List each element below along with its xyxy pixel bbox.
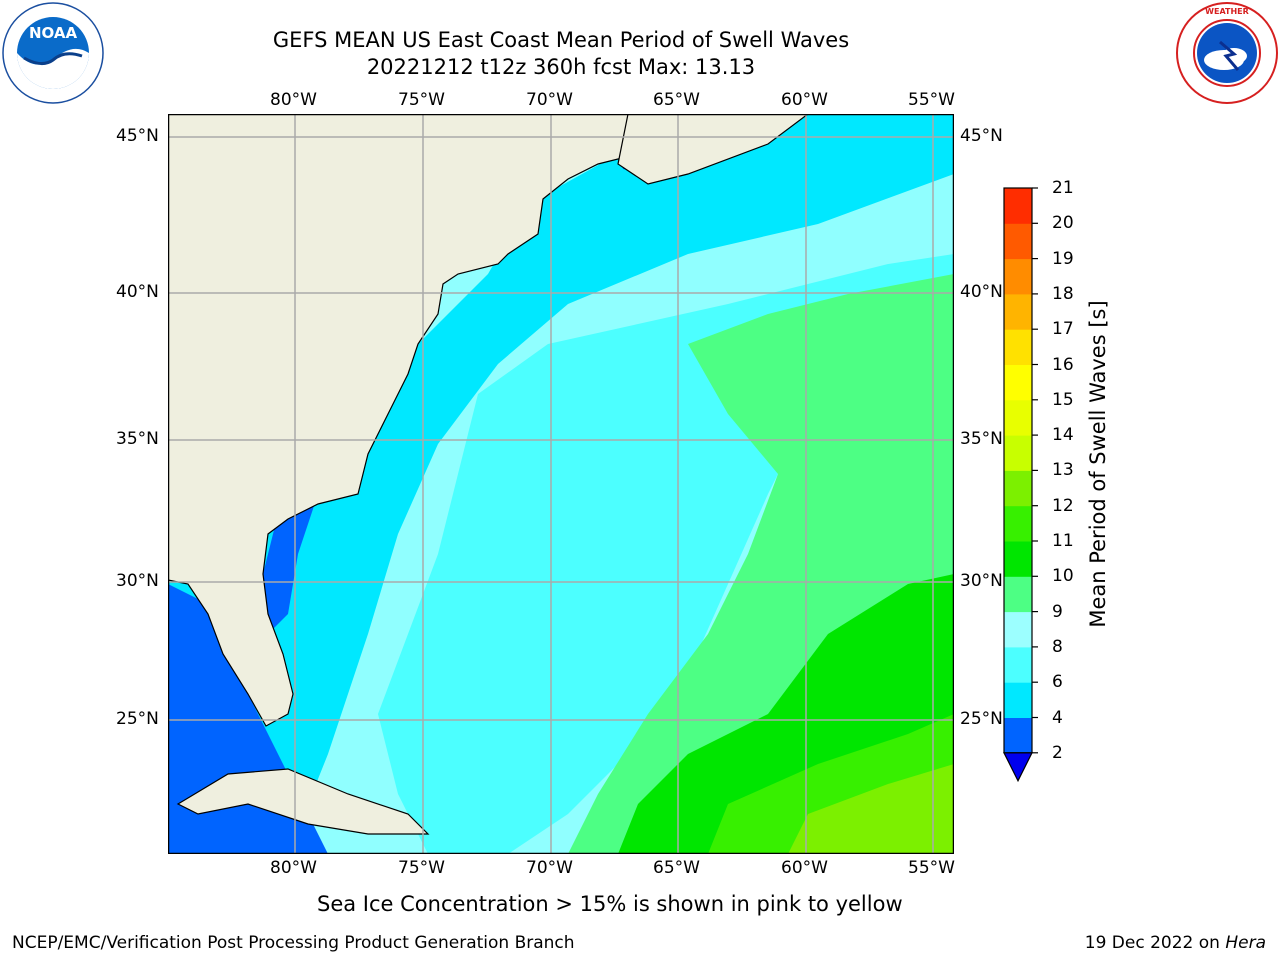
colorbar-tick-label: 14 — [1052, 425, 1074, 446]
lon-label-top-80w: 80°W — [270, 90, 317, 110]
colorbar-label: Mean Period of Swell Waves [s] — [1086, 300, 1110, 628]
land-layer — [168, 114, 809, 835]
lon-label-bottom-75w: 75°W — [398, 858, 445, 878]
colorbar-segment — [1004, 364, 1032, 401]
colorbar-segment — [1004, 646, 1032, 683]
colorbar-segment — [1004, 541, 1032, 577]
colorbar-tick-label: 19 — [1052, 248, 1074, 269]
colorbar-segment — [1004, 470, 1032, 507]
colorbar-tick-label: 21 — [1052, 178, 1074, 198]
sea-ice-caption: Sea Ice Concentration > 15% is shown in … — [317, 892, 903, 916]
colorbar-segment — [1004, 717, 1032, 754]
colorbar-tick-label: 13 — [1052, 460, 1074, 481]
colorbar-tick-label: 18 — [1052, 283, 1074, 304]
map-panel — [168, 114, 954, 854]
colorbar — [1003, 187, 1038, 783]
colorbar-tick-label: 11 — [1052, 531, 1074, 551]
colorbar-tick-label: 6 — [1052, 672, 1063, 693]
colorbar-segment — [1004, 576, 1032, 613]
lon-label-bottom-70w: 70°W — [526, 858, 573, 878]
colorbar-segment — [1004, 682, 1032, 718]
lat-label-left-30n: 30°N — [116, 571, 159, 591]
colorbar-segment — [1004, 399, 1032, 436]
colorbar-segment — [1004, 258, 1032, 295]
page-subtitle: 20221212 t12z 360h fcst Max: 13.13 — [366, 55, 756, 79]
lat-label-right-40n: 40°N — [960, 282, 1003, 302]
graticule — [168, 114, 954, 854]
colorbar-extend-arrow — [1003, 752, 1033, 783]
swell-period-field — [168, 114, 954, 854]
lat-label-left-40n: 40°N — [116, 282, 159, 302]
lat-label-right-45n: 45°N — [960, 126, 1003, 146]
lon-label-bottom-65w: 65°W — [653, 858, 700, 878]
colorbar-tick-label: 2 — [1052, 742, 1063, 763]
nws-logo-icon: WEATHER — [1176, 2, 1278, 104]
colorbar-segment — [1004, 329, 1032, 365]
lat-label-left-45n: 45°N — [116, 126, 159, 146]
footer-credit: NCEP/EMC/Verification Post Processing Pr… — [12, 933, 575, 953]
land-cuba — [176, 768, 430, 835]
lon-label-bottom-60w: 60°W — [781, 858, 828, 878]
lon-label-top-70w: 70°W — [526, 90, 573, 110]
land-us-east-coast — [168, 114, 809, 727]
colorbar-tick-label: 9 — [1052, 601, 1063, 622]
lat-label-left-35n: 35°N — [116, 429, 159, 449]
land-nova-scotia — [617, 114, 809, 185]
svg-text:WEATHER: WEATHER — [1205, 7, 1249, 16]
lat-label-right-30n: 30°N — [960, 571, 1003, 591]
colorbar-tick-label: 4 — [1052, 707, 1063, 728]
lat-label-right-35n: 35°N — [960, 429, 1003, 449]
colorbar-label-wrap: Mean Period of Swell Waves [s] — [1058, 300, 1138, 627]
colorbar-segment — [1004, 505, 1032, 542]
colorbar-tick-label: 17 — [1052, 319, 1074, 340]
colorbar-segment — [1004, 293, 1032, 330]
footer-host: Hera — [1225, 933, 1266, 953]
lat-label-right-25n: 25°N — [960, 709, 1003, 729]
footer-date: 19 Dec 2022 on Hera — [1085, 933, 1266, 953]
colorbar-tick-label: 20 — [1052, 213, 1074, 234]
lon-label-top-75w: 75°W — [398, 90, 445, 110]
swell-band-2s-coast — [263, 494, 318, 634]
colorbar-segment — [1004, 611, 1032, 648]
lon-label-bottom-55w: 55°W — [908, 858, 955, 878]
colorbar-segment — [1004, 435, 1032, 471]
colorbar-segment — [1004, 188, 1032, 224]
swell-band-12s — [788, 764, 954, 854]
lon-label-bottom-80w: 80°W — [270, 858, 317, 878]
lon-label-top-55w: 55°W — [908, 90, 955, 110]
lon-label-top-60w: 60°W — [781, 90, 828, 110]
lon-label-top-65w: 65°W — [653, 90, 700, 110]
footer-date-text: 19 Dec 2022 on — [1084, 933, 1226, 953]
map-frame — [168, 114, 954, 854]
colorbar-tick-label: 10 — [1052, 566, 1074, 587]
page-title: GEFS MEAN US East Coast Mean Period of S… — [272, 28, 850, 52]
noaa-logo-icon: NOAA — [2, 2, 104, 104]
noaa-logo-text: NOAA — [29, 24, 78, 42]
colorbar-tick-label: 12 — [1052, 495, 1074, 516]
colorbar-tick-label: 16 — [1052, 354, 1074, 375]
lat-label-left-25n: 25°N — [116, 709, 159, 729]
colorbar-tick-label: 8 — [1052, 636, 1063, 657]
colorbar-segment — [1004, 223, 1032, 260]
colorbar-tick-label: 15 — [1052, 389, 1074, 410]
